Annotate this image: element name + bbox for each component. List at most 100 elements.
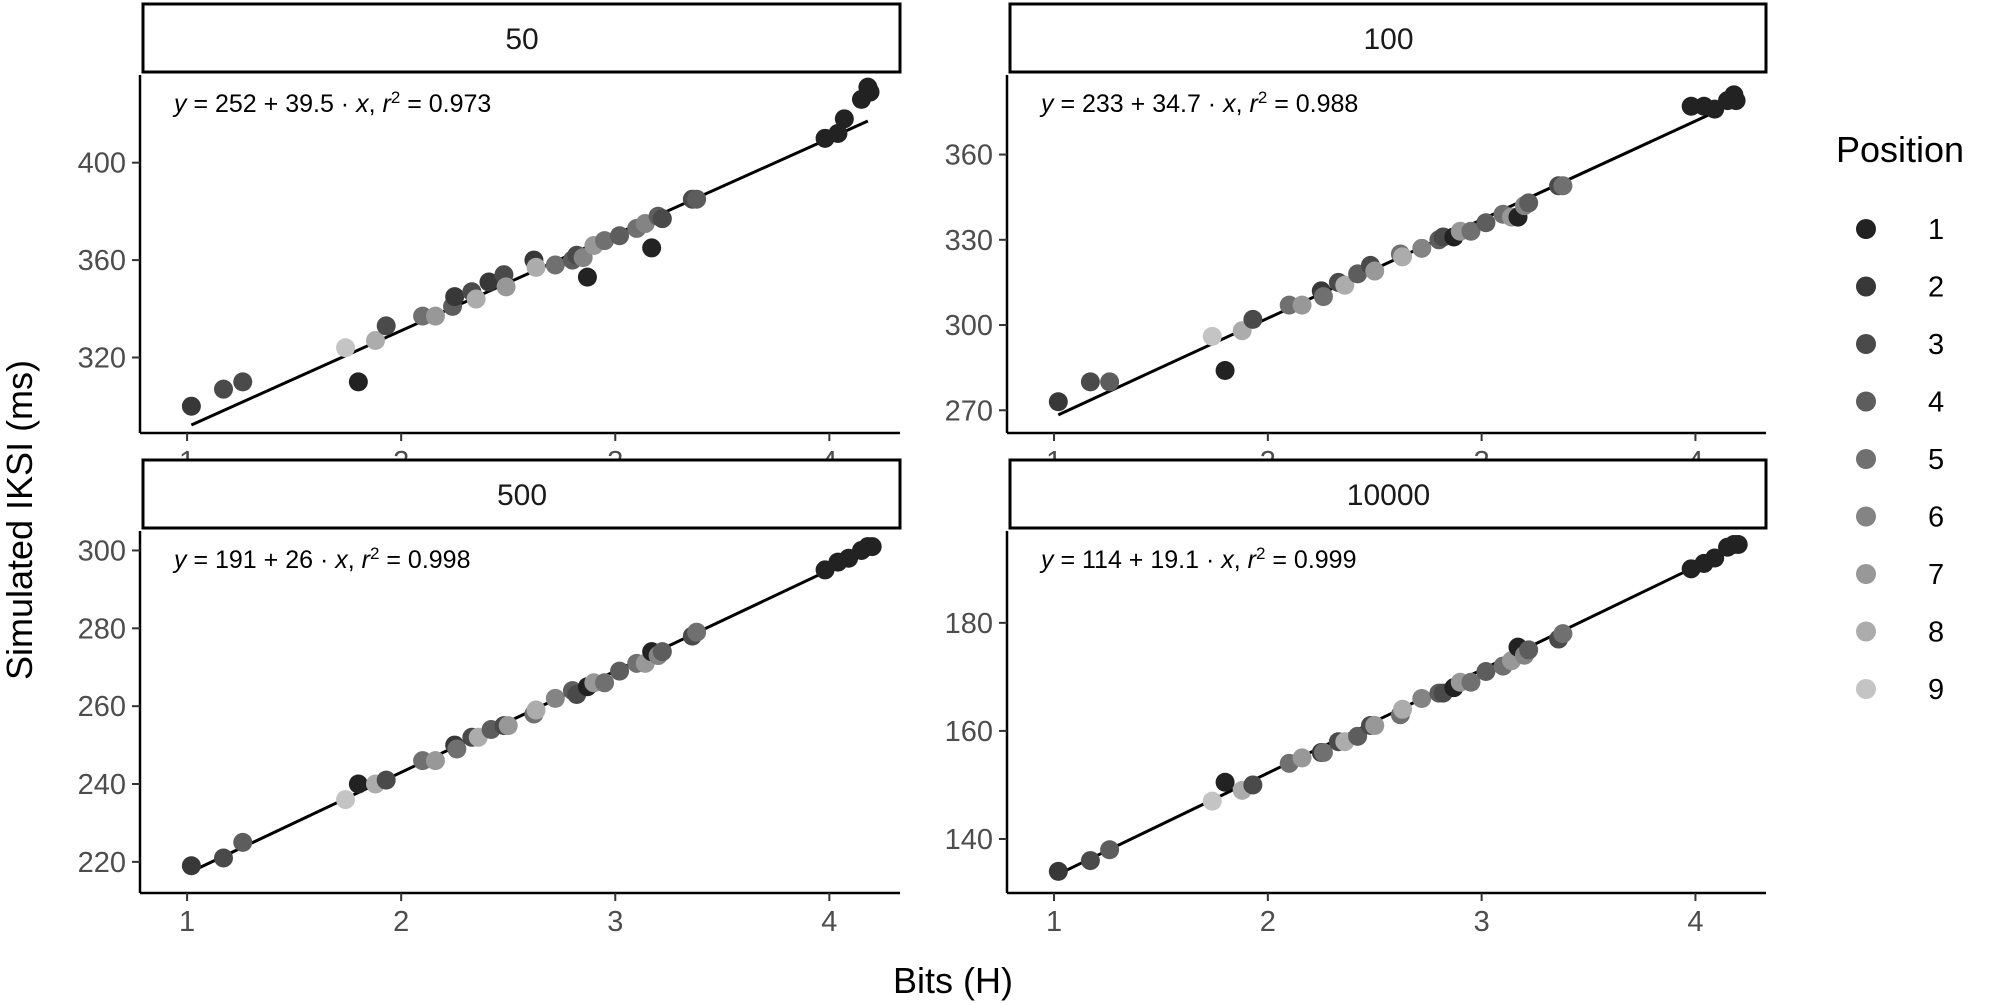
y-tick-label: 400 <box>78 148 126 180</box>
data-point-position-1 <box>642 238 662 258</box>
data-point-position-1 <box>1215 360 1235 380</box>
data-point-position-7 <box>1292 295 1312 315</box>
y-tick-label: 360 <box>945 140 993 172</box>
y-tick-label: 300 <box>78 535 126 567</box>
strip-box <box>141 2 902 74</box>
data-point-position-8 <box>1335 275 1355 295</box>
data-point-position-3 <box>1243 309 1263 329</box>
legend-label-4: 4 <box>1928 387 1944 419</box>
data-point-position-2 <box>181 396 201 416</box>
legend-key-6 <box>1856 506 1876 527</box>
data-point-position-2 <box>445 287 465 307</box>
data-point-position-5 <box>1553 624 1573 644</box>
y-tick-label: 280 <box>78 613 126 645</box>
data-point-position-3 <box>376 316 396 336</box>
legend-key-8 <box>1856 621 1876 642</box>
data-point-position-3 <box>1080 372 1100 392</box>
legend-label-8: 8 <box>1928 617 1944 649</box>
strip-label: 100 <box>1363 23 1413 56</box>
y-tick-label: 220 <box>78 847 126 879</box>
data-point-position-5 <box>1461 672 1481 692</box>
data-point-position-3 <box>213 379 233 399</box>
data-point-position-7 <box>1292 748 1312 768</box>
regression-equation: y = 114 + 19.1 · x, r2 = 0.999 <box>1039 544 1356 575</box>
panel-10000: 10000 140 160 180 1 2 3 4 y = 114 + 19.1 · x, r2… <box>945 458 1768 938</box>
regression-equation: y = 191 + 26 · x, r2 = 0.998 <box>172 544 470 575</box>
data-point-position-6 <box>573 248 593 268</box>
data-point-position-1 <box>1728 535 1748 555</box>
data-point-position-5 <box>595 231 615 251</box>
data-point-position-2 <box>181 856 201 876</box>
data-point-position-1 <box>1726 91 1746 111</box>
data-point-position-9 <box>1202 791 1222 811</box>
strip-box <box>1008 458 1768 530</box>
x-tick-label: 2 <box>393 906 409 938</box>
x-tick-label: 1 <box>179 906 195 938</box>
data-point-position-8 <box>526 257 546 277</box>
legend-label-7: 7 <box>1928 559 1944 591</box>
data-point-position-9 <box>336 790 356 810</box>
panel-100: 1002703003303601234y = 233 + 34.7 · x, r… <box>945 2 1768 478</box>
x-tick-label: 3 <box>607 906 623 938</box>
y-tick-label: 360 <box>78 245 126 277</box>
data-point-position-3 <box>1243 775 1263 795</box>
data-point-position-1 <box>828 123 848 143</box>
data-point-position-4 <box>1100 840 1120 860</box>
data-point-position-5 <box>1553 176 1573 196</box>
y-tick-label: 160 <box>945 716 993 748</box>
data-point-position-9 <box>336 338 356 358</box>
data-point-position-5 <box>1313 743 1333 763</box>
data-point-position-3 <box>376 770 396 790</box>
y-tick-label: 240 <box>78 769 126 801</box>
data-point-position-7 <box>1365 261 1385 281</box>
strip-label: 50 <box>505 23 538 56</box>
legend-key-3 <box>1856 334 1876 354</box>
y-axis-title: Simulated IKSI (ms) <box>0 360 40 680</box>
data-point-position-5 <box>447 739 467 759</box>
data-point-position-4 <box>652 642 672 662</box>
data-point-position-4 <box>610 226 630 246</box>
data-point-position-5 <box>595 673 615 693</box>
legend-title: Position <box>1836 129 1964 170</box>
data-point-position-6 <box>1412 688 1432 708</box>
data-point-position-8 <box>466 289 486 309</box>
legend-key-9 <box>1856 679 1876 699</box>
legend-key-5 <box>1856 449 1876 469</box>
data-point-position-4 <box>1100 372 1120 392</box>
panel-500: 500 220 240 260 280 300 1 2 3 4 y = 191 + 26 · x, … <box>78 458 902 938</box>
legend: 1 2 3 4 5 6 7 8 9 <box>1856 214 1944 706</box>
data-point-position-2 <box>479 272 499 292</box>
panels-layer: 50 320 360 400 1 2 3 4 y = 252 + 39.5 · x, r2 = … <box>78 2 1768 938</box>
data-point-position-4 <box>1519 640 1539 660</box>
y-tick-label: 270 <box>945 395 993 427</box>
strip-box <box>141 458 902 530</box>
x-tick-label: 3 <box>1474 906 1490 938</box>
strip-label: 10000 <box>1347 479 1430 512</box>
data-point-position-1 <box>577 267 597 287</box>
data-point-position-4 <box>687 189 707 209</box>
y-tick-label: 320 <box>78 343 126 375</box>
legend-label-5: 5 <box>1928 444 1944 476</box>
data-point-position-3 <box>652 209 672 229</box>
data-point-position-4 <box>1476 213 1496 233</box>
data-point-position-8 <box>1393 699 1413 719</box>
regression-equation: y = 252 + 39.5 · x, r2 = 0.973 <box>172 88 491 119</box>
y-tick-label: 260 <box>78 691 126 723</box>
legend-label-9: 9 <box>1928 674 1944 706</box>
data-point-position-9 <box>1202 326 1222 346</box>
legend-key-4 <box>1856 391 1876 412</box>
legend-label-3: 3 <box>1928 329 1944 361</box>
data-point-position-7 <box>425 751 445 771</box>
data-point-position-1 <box>834 109 854 129</box>
y-tick-label: 330 <box>945 225 993 257</box>
panel-50: 503203604001234y = 252 + 39.5 · x, r2 = … <box>78 2 902 478</box>
x-tick-label: 1 <box>1046 906 1062 938</box>
y-tick-label: 180 <box>945 608 993 640</box>
strip-label: 500 <box>497 479 547 512</box>
data-point-position-1 <box>348 774 368 794</box>
data-point-position-1 <box>1705 548 1725 568</box>
regression-equation: y = 233 + 34.7 · x, r2 = 0.988 <box>1039 88 1358 119</box>
data-point-position-3 <box>233 372 253 392</box>
legend-label-1: 1 <box>1928 214 1944 246</box>
